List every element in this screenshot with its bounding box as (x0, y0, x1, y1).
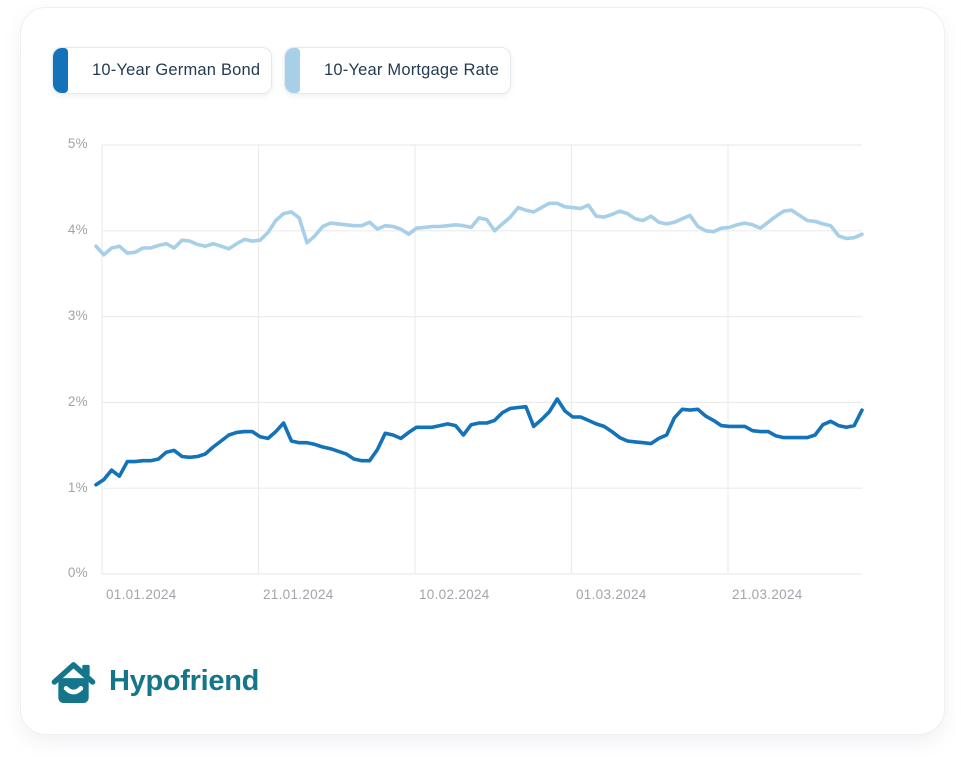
x-axis-label: 21.03.2024 (732, 587, 803, 602)
y-axis-label: 3% (67, 308, 88, 323)
x-axis-label: 01.01.2024 (106, 587, 177, 602)
brand-name: Hypofriend (109, 665, 260, 697)
x-axis-label: 10.02.2024 (419, 587, 490, 602)
y-axis-label: 2% (67, 394, 88, 409)
mortgage-rate-color-swatch (285, 48, 300, 93)
x-axis-label: 01.03.2024 (576, 587, 647, 602)
legend-item-mortgage-rate[interactable]: 10-Year Mortgage Rate (284, 47, 511, 94)
y-axis-label: 4% (67, 222, 88, 237)
x-axis-label: 21.01.2024 (263, 587, 334, 602)
legend-label: 10-Year German Bond (92, 61, 261, 79)
y-axis-label: 0% (67, 565, 88, 580)
hypofriend-house-icon (51, 662, 96, 704)
brand-logo: Hypofriend (50, 658, 259, 705)
y-axis-label: 1% (67, 480, 88, 495)
legend: 10-Year German Bond 10-Year Mortgage Rat… (52, 47, 511, 94)
y-axis-label: 5% (67, 136, 88, 151)
german-bond-color-swatch (53, 48, 68, 93)
legend-label: 10-Year Mortgage Rate (324, 61, 500, 79)
legend-item-german-bond[interactable]: 10-Year German Bond (52, 47, 272, 94)
chart-card (20, 7, 945, 735)
